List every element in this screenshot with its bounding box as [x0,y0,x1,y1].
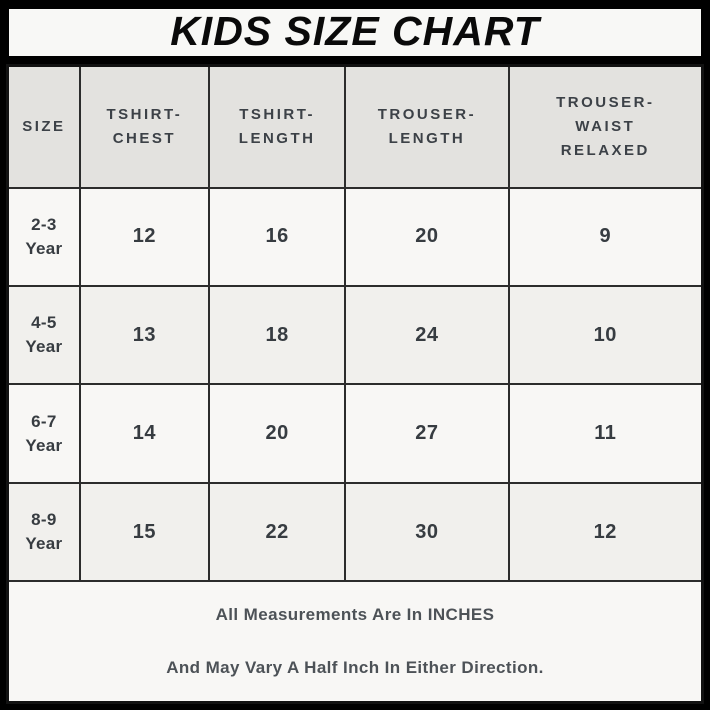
table-row: 4-5 Year 13 18 24 10 [6,284,704,386]
value-cell: 15 [78,481,211,583]
value-cell: 11 [507,383,704,484]
value-cell: 18 [208,284,347,386]
header-cell-size: SIZE [6,64,81,189]
value-cell: 20 [208,383,347,484]
value-cell: 12 [507,481,704,583]
value-cell: 30 [344,481,510,583]
page-title: KIDS SIZE CHART [170,8,540,54]
table-row: 2-3 Year 12 16 20 9 [6,186,704,287]
value-cell: 13 [78,284,211,386]
value-cell: 22 [208,481,347,583]
footer-line-1: All Measurements Are In INCHES [215,605,495,625]
value-cell: 27 [344,383,510,484]
header-cell-tshirt-chest: TSHIRT- CHEST [78,64,211,189]
table-row: 6-7 Year 14 20 27 11 [6,383,704,484]
value-cell: 20 [344,186,510,287]
footer-note-row: All Measurements Are In INCHES And May V… [6,580,704,704]
value-cell: 24 [344,284,510,386]
row-label-cell: 4-5 Year [6,284,81,386]
row-label-cell: 6-7 Year [6,383,81,484]
value-cell: 10 [507,284,704,386]
value-cell: 9 [507,186,704,287]
row-label-cell: 8-9 Year [6,481,81,583]
value-cell: 14 [78,383,211,484]
header-cell-trouser-waist-relaxed: TROUSER- WAIST RELAXED [507,64,704,189]
value-cell: 12 [78,186,211,287]
table-header-row: SIZE TSHIRT- CHEST TSHIRT- LENGTH TROUSE… [6,64,704,189]
footer-line-2: And May Vary A Half Inch In Either Direc… [166,658,544,678]
chart-title-banner: KIDS SIZE CHART [6,6,704,59]
kids-size-table: SIZE TSHIRT- CHEST TSHIRT- LENGTH TROUSE… [6,64,704,704]
table-row: 8-9 Year 15 22 30 12 [6,481,704,583]
value-cell: 16 [208,186,347,287]
header-cell-trouser-length: TROUSER- LENGTH [344,64,510,189]
footer-note: All Measurements Are In INCHES And May V… [6,580,704,704]
header-cell-tshirt-length: TSHIRT- LENGTH [208,64,347,189]
row-label-cell: 2-3 Year [6,186,81,287]
